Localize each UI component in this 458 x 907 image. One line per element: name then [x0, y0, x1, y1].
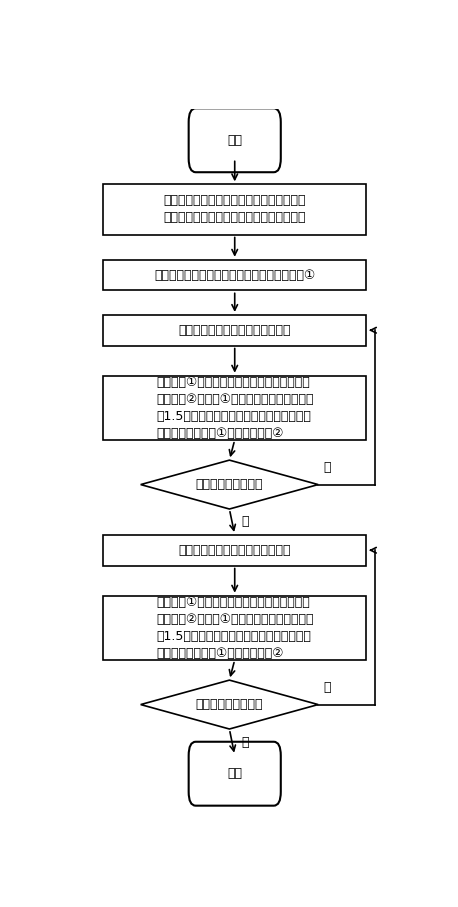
Text: 是: 是	[241, 736, 248, 749]
Text: 取得该通孔层中通孔的最短边长度: 取得该通孔层中通孔的最短边长度	[179, 324, 291, 336]
Text: 针对每个通孔层中所有通孔进行处理，使得
所有通孔层中通孔的起始点和点的方向统一: 针对每个通孔层中所有通孔进行处理，使得 所有通孔层中通孔的起始点和点的方向统一	[164, 194, 306, 224]
Text: 开始: 开始	[227, 133, 242, 147]
Text: 针对通孔①，遍历该通孔层中剩下的通孔，如
果有通孔②与通孔①的垂直距离不大于最短边
的1.5倍，则取得这两个通孔的边框，用该边
框的图形替代通孔①，并移除通孔②: 针对通孔①，遍历该通孔层中剩下的通孔，如 果有通孔②与通孔①的垂直距离不大于最短…	[156, 596, 313, 659]
Polygon shape	[141, 680, 318, 729]
Polygon shape	[141, 460, 318, 509]
Text: 否: 否	[323, 461, 331, 474]
FancyBboxPatch shape	[189, 742, 281, 805]
Text: 是否遍历了所有通孔: 是否遍历了所有通孔	[196, 478, 263, 491]
FancyBboxPatch shape	[104, 596, 366, 660]
Text: 是否遍历了所有通孔: 是否遍历了所有通孔	[196, 698, 263, 711]
Text: 针对每个通孔层，取出其中一个通孔作为通孔①: 针对每个通孔层，取出其中一个通孔作为通孔①	[154, 268, 316, 281]
FancyBboxPatch shape	[104, 259, 366, 290]
Text: 否: 否	[323, 681, 331, 694]
FancyBboxPatch shape	[104, 535, 366, 566]
Text: 结束: 结束	[227, 767, 242, 780]
FancyBboxPatch shape	[104, 375, 366, 440]
FancyBboxPatch shape	[104, 184, 366, 235]
FancyBboxPatch shape	[104, 315, 366, 346]
Text: 是: 是	[241, 515, 248, 529]
Text: 取得该通孔层中通孔的最短边长度: 取得该通孔层中通孔的最短边长度	[179, 543, 291, 557]
FancyBboxPatch shape	[189, 108, 281, 172]
Text: 针对通孔①，遍历该通孔层中剩下的通孔，如
果有通孔②与通孔①的横向距离不大于最短边
的1.5倍，则取得这两个通孔的边框，用该边
框的图形替代通孔①，并移除通孔②: 针对通孔①，遍历该通孔层中剩下的通孔，如 果有通孔②与通孔①的横向距离不大于最短…	[156, 375, 313, 440]
